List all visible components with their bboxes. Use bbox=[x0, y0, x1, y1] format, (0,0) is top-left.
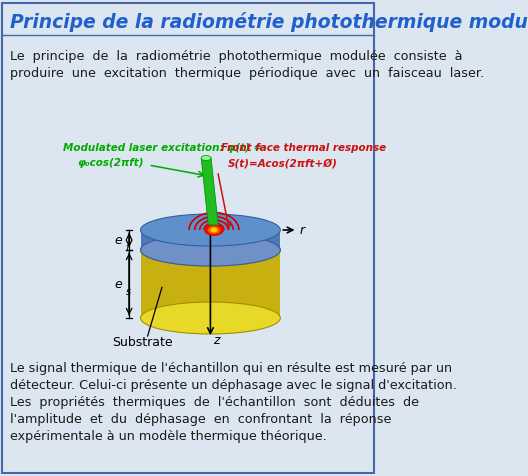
Text: f: f bbox=[126, 243, 129, 253]
Text: Front face thermal response: Front face thermal response bbox=[221, 143, 386, 153]
Bar bbox=[140, 230, 280, 250]
Text: Principe de la radiométrie photothermique modulée: Principe de la radiométrie photothermiqu… bbox=[10, 12, 528, 32]
Text: Substrate: Substrate bbox=[111, 336, 172, 349]
Text: e: e bbox=[114, 278, 122, 290]
Text: Les  propriétés  thermiques  de  l'échantillon  sont  déduites  de: Les propriétés thermiques de l'échantill… bbox=[10, 396, 419, 409]
Ellipse shape bbox=[140, 234, 280, 266]
Ellipse shape bbox=[140, 214, 280, 246]
Text: Modulated laser excitation: φ(t) =: Modulated laser excitation: φ(t) = bbox=[63, 143, 262, 153]
Ellipse shape bbox=[140, 234, 280, 266]
Ellipse shape bbox=[208, 226, 220, 234]
Text: produire  une  excitation  thermique  périodique  avec  un  faisceau  laser.: produire une excitation thermique périod… bbox=[10, 67, 484, 80]
Text: z: z bbox=[213, 334, 220, 347]
Text: S(t)=Acos(2πft+Ø): S(t)=Acos(2πft+Ø) bbox=[228, 158, 338, 168]
Text: détecteur. Celui-ci présente un déphasage avec le signal d'excitation.: détecteur. Celui-ci présente un déphasag… bbox=[10, 379, 457, 392]
Ellipse shape bbox=[211, 228, 218, 232]
Text: Le signal thermique de l'échantillon qui en résulte est mesuré par un: Le signal thermique de l'échantillon qui… bbox=[10, 362, 452, 375]
Text: expérimentale à un modèle thermique théorique.: expérimentale à un modèle thermique théo… bbox=[10, 430, 327, 443]
Text: s: s bbox=[126, 287, 130, 297]
Bar bbox=[140, 250, 280, 318]
Text: e: e bbox=[114, 234, 122, 247]
Ellipse shape bbox=[140, 302, 280, 334]
Ellipse shape bbox=[201, 156, 211, 160]
Polygon shape bbox=[201, 158, 218, 225]
Text: r: r bbox=[299, 224, 305, 237]
Ellipse shape bbox=[204, 224, 224, 236]
Text: φ₀cos(2πft): φ₀cos(2πft) bbox=[77, 158, 144, 168]
Text: l'amplitude  et  du  déphasage  en  confrontant  la  réponse: l'amplitude et du déphasage en confronta… bbox=[10, 413, 391, 426]
Text: Le  principe  de  la  radiométrie  photothermique  modulée  consiste  à: Le principe de la radiométrie phototherm… bbox=[10, 50, 463, 63]
